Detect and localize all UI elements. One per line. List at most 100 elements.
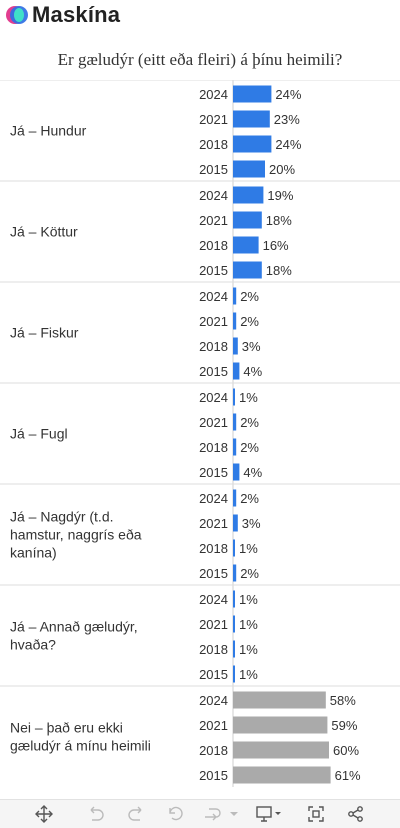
group-label: Já – Köttur <box>10 224 78 240</box>
fullscreen-icon[interactable] <box>306 804 326 824</box>
dropdown-icon[interactable] <box>228 804 240 824</box>
value-label: 1% <box>239 642 258 657</box>
value-label: 1% <box>239 541 258 556</box>
brand-logo: Maskína <box>6 2 120 28</box>
bar <box>233 312 237 330</box>
year-label: 2018 <box>199 541 228 556</box>
year-label: 2021 <box>199 718 228 733</box>
value-label: 23% <box>274 112 300 127</box>
bar <box>233 362 240 380</box>
bar <box>233 186 264 204</box>
group-label: Nei – það eru ekki gæludýr á mínu heimili <box>10 720 151 754</box>
value-label: 59% <box>331 718 357 733</box>
value-label: 2% <box>240 289 259 304</box>
value-label: 1% <box>239 390 258 405</box>
year-label: 2021 <box>199 112 228 127</box>
year-label: 2024 <box>199 592 228 607</box>
bar <box>233 665 235 683</box>
bar <box>233 741 329 759</box>
chart-title: Er gæludýr (eitt eða fleiri) á þínu heim… <box>57 50 343 69</box>
forward-icon[interactable] <box>202 804 222 824</box>
value-label: 19% <box>267 188 293 203</box>
year-label: 2024 <box>199 390 228 405</box>
value-label: 61% <box>335 768 361 783</box>
bar <box>233 211 262 229</box>
value-label: 3% <box>242 339 261 354</box>
bar <box>233 564 237 582</box>
year-label: 2018 <box>199 440 228 455</box>
bar <box>233 463 240 481</box>
year-label: 2018 <box>199 238 228 253</box>
group-label: Já – Annað gæludýr, hvaða? <box>10 619 138 653</box>
year-label: 2021 <box>199 213 228 228</box>
value-label: 58% <box>330 693 356 708</box>
redo-icon[interactable] <box>126 804 146 824</box>
bar <box>233 766 331 784</box>
year-label: 2015 <box>199 768 228 783</box>
value-label: 16% <box>263 238 289 253</box>
bar <box>233 691 326 709</box>
value-label: 2% <box>240 415 259 430</box>
year-label: 2024 <box>199 87 228 102</box>
value-label: 2% <box>240 566 259 581</box>
bar-chart: Já – Hundur 2024 24% 2021 23% 2018 24% 2015 20% J… <box>0 80 400 787</box>
value-label: 3% <box>242 516 261 531</box>
year-label: 2015 <box>199 364 228 379</box>
bar <box>233 615 235 633</box>
year-label: 2024 <box>199 188 228 203</box>
group-label: Já – Fiskur <box>10 325 79 341</box>
value-label: 1% <box>239 617 258 632</box>
revert-icon[interactable] <box>166 804 186 824</box>
value-label: 20% <box>269 162 295 177</box>
maskina-logo-icon <box>6 4 28 26</box>
year-label: 2018 <box>199 339 228 354</box>
move-icon[interactable] <box>34 804 54 824</box>
year-label: 2024 <box>199 491 228 506</box>
toolbar <box>0 799 400 828</box>
bar <box>233 135 272 153</box>
year-label: 2024 <box>199 693 228 708</box>
bar <box>233 514 238 532</box>
present-icon[interactable] <box>254 804 284 824</box>
value-label: 18% <box>266 263 292 278</box>
bar <box>233 261 262 279</box>
bar <box>233 85 272 103</box>
brand-name: Maskína <box>32 2 121 27</box>
value-label: 2% <box>240 491 259 506</box>
bar <box>233 413 237 431</box>
bar <box>233 438 237 456</box>
year-label: 2021 <box>199 415 228 430</box>
value-label: 4% <box>243 465 262 480</box>
share-icon[interactable] <box>346 804 366 824</box>
bar <box>233 539 235 557</box>
bar <box>233 160 265 178</box>
year-label: 2015 <box>199 162 228 177</box>
value-label: 2% <box>240 440 259 455</box>
value-label: 24% <box>275 87 301 102</box>
bar <box>233 337 238 355</box>
bar <box>233 716 328 734</box>
year-label: 2015 <box>199 566 228 581</box>
year-label: 2015 <box>199 465 228 480</box>
group-label: Já – Nagdýr (t.d. hamstur, naggrís eða kan… <box>10 509 142 561</box>
year-label: 2018 <box>199 743 228 758</box>
bar <box>233 236 259 254</box>
bar <box>233 640 235 658</box>
value-label: 18% <box>266 213 292 228</box>
value-label: 24% <box>275 137 301 152</box>
year-label: 2024 <box>199 289 228 304</box>
bar <box>233 388 235 406</box>
value-label: 4% <box>243 364 262 379</box>
year-label: 2015 <box>199 263 228 278</box>
year-label: 2021 <box>199 617 228 632</box>
value-label: 60% <box>333 743 359 758</box>
year-label: 2021 <box>199 516 228 531</box>
bar <box>233 489 237 507</box>
group-label: Já – Hundur <box>10 123 87 139</box>
value-label: 2% <box>240 314 259 329</box>
year-label: 2018 <box>199 642 228 657</box>
undo-icon[interactable] <box>86 804 106 824</box>
year-label: 2015 <box>199 667 228 682</box>
bar <box>233 287 237 305</box>
year-label: 2018 <box>199 137 228 152</box>
